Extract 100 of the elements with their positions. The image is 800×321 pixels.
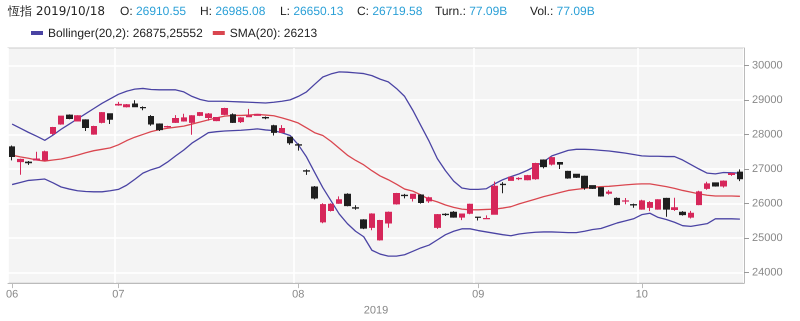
candlestick: [336, 196, 342, 204]
candlestick: [434, 213, 441, 230]
legend-label: Bollinger(20,2): 26875,25552: [48, 26, 204, 40]
candlestick: [491, 180, 498, 216]
candlestick: [565, 170, 571, 180]
y-tick-label: 27000: [752, 163, 783, 176]
candlestick: [655, 198, 661, 210]
candlestick: [50, 126, 56, 136]
candlestick: [197, 111, 203, 117]
candlestick: [9, 144, 15, 161]
candlestick: [271, 124, 277, 136]
candlestick: [393, 192, 400, 206]
candlestick: [459, 213, 465, 221]
y-tick-label: 26000: [752, 198, 783, 210]
legend-label: SMA(20): 26213: [230, 26, 318, 40]
candlestick: [516, 176, 522, 181]
candlestick: [279, 124, 285, 134]
candlestick: [33, 151, 40, 161]
candlestick: [418, 194, 424, 204]
candlestick: [549, 156, 555, 166]
candlestick: [663, 197, 670, 218]
candlestick: [369, 212, 375, 231]
line-series: [11, 128, 741, 257]
candlestick: [320, 202, 326, 224]
candlestick: [696, 190, 702, 206]
y-tick-label: 30000: [752, 59, 783, 72]
candlestick: [475, 216, 481, 222]
candlestick: [58, 115, 64, 126]
candlestick: [156, 122, 163, 132]
text: L: 26650.13: [280, 4, 344, 18]
candlestick: [344, 192, 351, 207]
x-tick-label: 07: [112, 288, 125, 301]
candlestick: [328, 202, 334, 212]
text: H: 26985.08: [200, 4, 266, 18]
candlestick: [164, 125, 171, 128]
candlestick: [401, 193, 408, 199]
candlestick: [17, 158, 24, 176]
text: C: 26719.58: [357, 4, 423, 18]
candlestick: [557, 162, 563, 170]
candlestick: [688, 210, 694, 219]
candlestick: [426, 196, 432, 204]
candlestick: [483, 214, 490, 220]
candlestick: [140, 106, 146, 111]
candlestick: [728, 172, 735, 176]
candlestick: [679, 210, 686, 216]
candlestick: [639, 199, 645, 210]
candlestick: [598, 186, 604, 198]
candlestick: [720, 180, 727, 188]
x-tick-label: 10: [636, 288, 648, 301]
text: Turn.: 77.09B: [435, 4, 508, 18]
candlestick: [172, 114, 179, 124]
candlestick: [262, 116, 269, 120]
candlestick: [132, 100, 138, 108]
text: O: 26910.55: [120, 4, 186, 18]
x-tick-label: 09: [472, 288, 484, 301]
candlestick: [352, 204, 359, 210]
candlestick: [671, 197, 678, 212]
candlestick: [508, 176, 514, 182]
x-tick-label: 08: [292, 288, 304, 301]
candlestick: [614, 196, 620, 206]
candlestick: [647, 200, 653, 212]
candlestick: [287, 136, 293, 146]
candlestick: [630, 203, 637, 208]
x-tick-label: 06: [6, 288, 18, 301]
candlestick: [712, 182, 719, 188]
candlestick: [377, 219, 383, 242]
candlestick: [622, 198, 629, 205]
candlestick: [189, 114, 195, 136]
candlestick: [295, 142, 302, 152]
candlestick: [148, 114, 154, 126]
x-axis-title: 2019: [364, 304, 388, 316]
candlestick: [74, 114, 81, 122]
candlestick: [82, 118, 89, 132]
candlestick: [540, 158, 547, 169]
candlestick: [230, 112, 236, 124]
candlestick: [467, 203, 473, 215]
candlestick: [410, 193, 416, 202]
chart-title: 恆指 2019/10/18: [7, 4, 105, 18]
candlestick: [107, 112, 113, 125]
candlestick: [385, 211, 392, 228]
candlestick: [181, 113, 187, 122]
candlestick: [246, 108, 252, 118]
candlestick: [737, 168, 743, 182]
y-tick-label: 25000: [752, 232, 783, 244]
y-tick-label: 24000: [752, 266, 783, 279]
candlestick: [238, 116, 244, 124]
candlestick: [311, 185, 318, 200]
candlestick: [254, 114, 261, 116]
candlestick: [500, 182, 506, 194]
candlestick: [360, 218, 367, 230]
candlestick: [303, 168, 310, 176]
candlestick: [42, 150, 48, 162]
text: Vol.: 77.09B: [530, 4, 595, 18]
candlestick: [66, 114, 73, 120]
candlestick: [25, 160, 32, 166]
candlestick: [221, 107, 228, 116]
y-tick-label: 28000: [752, 128, 783, 140]
candlestick: [704, 181, 710, 190]
candlestick: [99, 111, 105, 124]
candlestick: [606, 190, 612, 196]
